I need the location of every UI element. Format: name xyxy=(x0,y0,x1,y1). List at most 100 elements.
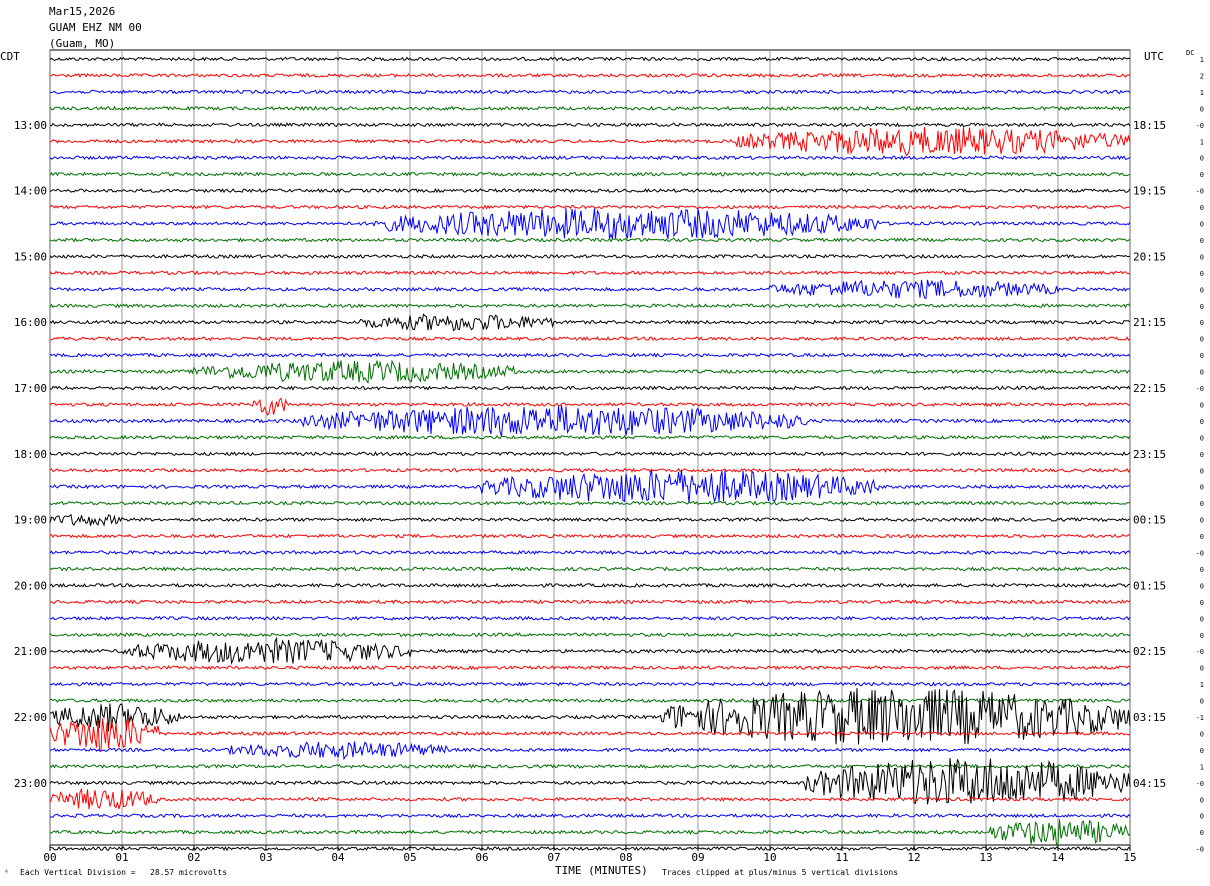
dc-offset-label: 0 xyxy=(1200,401,1204,409)
right-hour-label: 00:15 xyxy=(1133,514,1166,527)
dc-offset-label: 1 xyxy=(1200,56,1204,64)
right-hour-label: 21:15 xyxy=(1133,316,1166,329)
left-hour-label: 20:00 xyxy=(14,579,47,592)
dc-offset-label: -0 xyxy=(1196,780,1204,788)
dc-header-label: DC xyxy=(1186,49,1195,57)
dc-offset-label: 0 xyxy=(1200,352,1204,360)
seismic-trace xyxy=(49,359,1131,384)
dc-offset-label: 0 xyxy=(1200,418,1204,426)
dc-offset-label: 0 xyxy=(1200,813,1204,821)
seismic-trace xyxy=(49,469,1131,504)
x-tick-label: 02 xyxy=(187,851,200,864)
seismic-trace xyxy=(49,451,1131,457)
x-tick-label: 00 xyxy=(43,851,56,864)
x-tick-label: 05 xyxy=(403,851,416,864)
seismic-trace xyxy=(49,336,1131,342)
seismic-trace xyxy=(49,566,1131,572)
dc-offset-label: 0 xyxy=(1200,204,1204,212)
left-hour-label: 21:00 xyxy=(14,645,47,658)
dc-offset-label: 0 xyxy=(1200,451,1204,459)
right-hour-label: 04:15 xyxy=(1133,777,1166,790)
dc-offset-label: 0 xyxy=(1200,599,1204,607)
dc-offset-label: 0 xyxy=(1200,829,1204,837)
dc-offset-label: 0 xyxy=(1200,253,1204,261)
dc-offset-label: 0 xyxy=(1200,698,1204,706)
seismic-trace xyxy=(50,599,1131,605)
seismic-trace xyxy=(49,787,1131,810)
seismic-trace xyxy=(49,582,1130,589)
dc-offset-label: 0 xyxy=(1200,270,1204,278)
dc-offset-label: -1 xyxy=(1196,714,1204,722)
seismic-trace xyxy=(49,279,1131,300)
x-tick-label: 15 xyxy=(1123,851,1136,864)
date-label: Mar15,2026 xyxy=(49,5,116,18)
x-tick-label: 06 xyxy=(475,851,488,864)
right-hour-label: 03:15 xyxy=(1133,711,1166,724)
x-tick-label: 11 xyxy=(835,851,848,864)
x-tick-label: 07 xyxy=(547,851,560,864)
seismic-trace xyxy=(49,405,1131,437)
dc-offset-label: 0 xyxy=(1200,319,1204,327)
right-hour-label: 20:15 xyxy=(1133,250,1166,263)
right-hour-label: 23:15 xyxy=(1133,448,1166,461)
x-tick-label: 10 xyxy=(763,851,776,864)
seismic-trace xyxy=(49,397,1131,416)
dc-offset-label: -0 xyxy=(1196,550,1204,558)
seismic-trace xyxy=(49,352,1131,358)
dc-offset-label: 0 xyxy=(1200,747,1204,755)
seismic-trace xyxy=(49,533,1131,539)
seismic-trace xyxy=(49,615,1131,621)
seismic-trace xyxy=(49,89,1131,95)
seismic-trace xyxy=(49,846,1131,852)
dc-offset-label: 0 xyxy=(1200,796,1204,804)
x-tick-label: 09 xyxy=(691,851,704,864)
x-axis-title: TIME (MINUTES) xyxy=(555,864,648,877)
dc-offset-label: 0 xyxy=(1200,484,1204,492)
seismic-trace xyxy=(49,550,1131,556)
dc-offset-label: 0 xyxy=(1200,171,1204,179)
x-tick-label: 13 xyxy=(979,851,992,864)
dc-offset-label: 0 xyxy=(1200,730,1204,738)
dc-offset-label: 0 xyxy=(1200,303,1204,311)
dc-offset-label: -0 xyxy=(1196,188,1204,196)
x-tick-label: 04 xyxy=(331,851,345,864)
seismic-trace xyxy=(49,303,1131,309)
seismic-trace xyxy=(49,688,1131,745)
dc-offset-label: 0 xyxy=(1200,286,1204,294)
label-layer: 00 01 02 03 04 05 06 07 08 09 10 11 12 13 14 151210-010… xyxy=(14,56,1204,864)
dc-offset-label: -0 xyxy=(1196,385,1204,393)
dc-offset-label: 1 xyxy=(1200,681,1204,689)
seismic-trace xyxy=(49,681,1131,687)
right-hour-label: 22:15 xyxy=(1133,382,1166,395)
right-timezone-label: UTC xyxy=(1144,50,1164,63)
x-tick-label: 01 xyxy=(115,851,128,864)
seismic-trace xyxy=(49,253,1131,259)
seismic-trace xyxy=(49,500,1131,506)
dc-offset-label: 0 xyxy=(1200,221,1204,229)
x-tick-label: 12 xyxy=(907,851,920,864)
seismic-trace xyxy=(49,313,1131,332)
corner-mark: ᴬ xyxy=(4,868,9,877)
seismic-trace xyxy=(49,105,1131,111)
dc-offset-label: -0 xyxy=(1196,648,1204,656)
seismic-trace xyxy=(49,813,1131,819)
dc-offset-label: 0 xyxy=(1200,467,1204,475)
left-hour-label: 14:00 xyxy=(14,185,47,198)
seismic-trace xyxy=(49,819,1131,847)
dc-offset-label: 0 xyxy=(1200,517,1204,525)
x-tick-label: 08 xyxy=(619,851,632,864)
seismic-trace xyxy=(49,72,1131,78)
right-hour-label: 18:15 xyxy=(1133,119,1166,132)
left-hour-label: 13:00 xyxy=(14,119,47,132)
dc-offset-label: 0 xyxy=(1200,582,1204,590)
left-hour-label: 17:00 xyxy=(14,382,47,395)
seismic-trace xyxy=(49,385,1131,391)
seismic-trace xyxy=(49,434,1131,440)
dc-offset-label: -0 xyxy=(1196,846,1204,854)
dc-offset-label: 0 xyxy=(1200,369,1204,377)
dc-offset-label: 0 xyxy=(1200,533,1204,541)
left-hour-label: 23:00 xyxy=(14,777,47,790)
dc-offset-label: 2 xyxy=(1200,72,1204,80)
seismic-trace xyxy=(49,171,1131,177)
